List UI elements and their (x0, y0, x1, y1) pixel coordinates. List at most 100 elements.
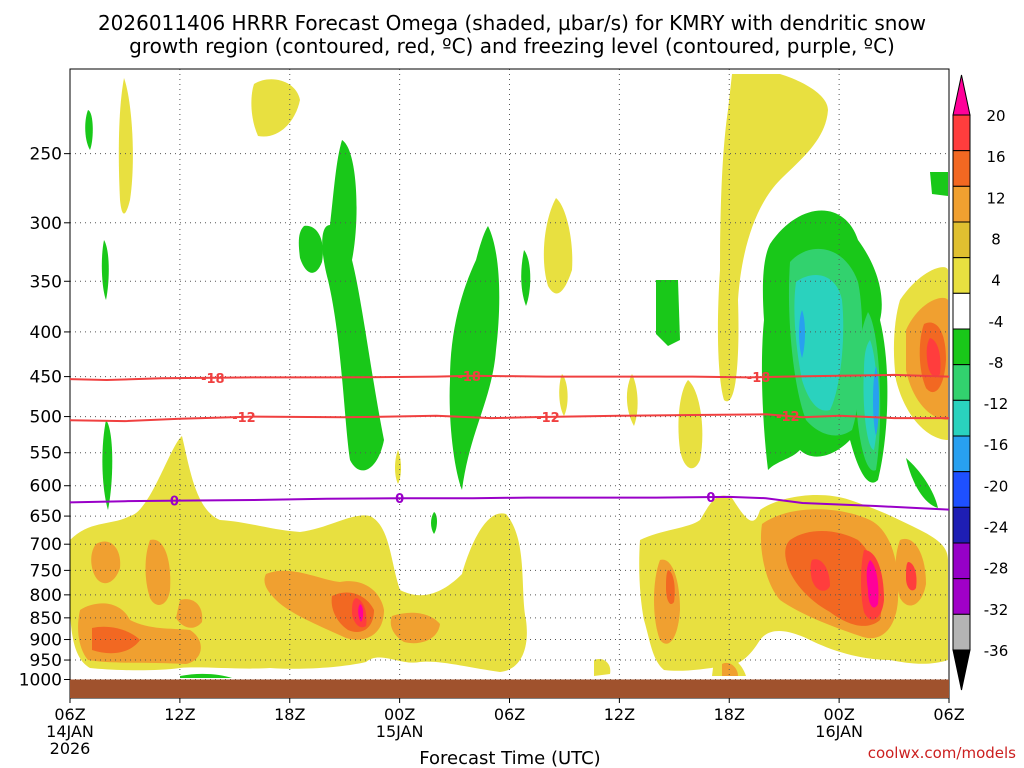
y-tick-label: 700 (30, 535, 62, 555)
y-tick-label: 900 (30, 631, 62, 651)
colorbar: 20 16 12 8 4 -4 -8 -12 -16 -20 -24 -28 -32 -36 (952, 74, 1009, 691)
credit-text: coolwx.com/models (868, 744, 1016, 762)
x-date-label: 16JAN (815, 722, 863, 741)
colorbar-label: 8 (991, 230, 1001, 248)
omega-region (810, 559, 830, 591)
chart-title-line1: 2026011406 HRRR Forecast Omega (shaded, … (98, 11, 926, 35)
y-tick-label: 300 (30, 214, 62, 234)
x-tick-label: 06Z (54, 705, 85, 724)
colorbar-bottom-arrow (952, 649, 971, 691)
colorbar-top-arrow (952, 74, 971, 116)
colorbar-label: 16 (986, 148, 1005, 166)
omega-region (799, 310, 805, 358)
x-tick-label: 00Z (823, 705, 854, 724)
omega-region (101, 240, 109, 300)
dgz-minus18-label: -18 (201, 372, 225, 387)
x-tick-label: 06Z (933, 705, 964, 724)
omega-region (906, 562, 917, 591)
omega-region (449, 226, 500, 490)
x-tick-label: 18Z (714, 705, 745, 724)
omega-region (594, 658, 611, 676)
dgz-minus12-label: -12 (232, 411, 256, 426)
x-tick-label: 12Z (164, 705, 195, 724)
colorbar-label: -20 (984, 477, 1009, 495)
colorbar-label: -16 (984, 436, 1009, 454)
omega-region (102, 420, 113, 510)
colorbar-label: -36 (984, 642, 1009, 660)
y-tick-label: 800 (30, 586, 62, 606)
y-tick-label: 500 (30, 408, 62, 428)
colorbar-box (952, 435, 971, 473)
colorbar-box (952, 506, 971, 544)
x-axis-label: Forecast Time (UTC) (419, 748, 600, 768)
y-tick-label: 350 (30, 272, 62, 292)
x-year-label: 2026 (50, 739, 91, 758)
y-axis-ticks: 2503003504004505005506006507007508008509… (19, 145, 70, 690)
omega-region (722, 662, 738, 676)
omega-region (176, 599, 203, 628)
y-tick-label: 750 (30, 561, 62, 581)
omega-region (521, 250, 531, 306)
omega-region (926, 338, 941, 377)
chart-title-line2: growth region (contoured, red, ºC) and f… (129, 34, 895, 58)
dgz-minus12-line (69, 413, 949, 423)
omega-region (866, 560, 879, 608)
x-date-label: 14JAN (46, 722, 94, 741)
omega-region (118, 78, 133, 214)
colorbar-label: -4 (989, 313, 1004, 331)
colorbar-box (952, 114, 971, 152)
omega-region (656, 280, 680, 346)
colorbar-box (952, 471, 971, 508)
y-tick-label: 550 (30, 444, 62, 464)
y-tick-label: 450 (30, 368, 62, 388)
omega-region (906, 458, 938, 508)
freezing-level-label: 0 (706, 491, 715, 506)
omega-region (395, 450, 401, 484)
freezing-level-label: 0 (395, 492, 404, 507)
y-tick-label: 650 (30, 507, 62, 527)
omega-region (559, 374, 568, 416)
colorbar-box (952, 542, 971, 580)
colorbar-box (952, 364, 971, 401)
contour-layer: -18 -18 -18 -12 -12 -12 0 0 0 (69, 370, 950, 511)
omega-region (930, 172, 948, 196)
y-tick-label: 600 (30, 477, 62, 497)
omega-region (543, 198, 573, 294)
omega-region (85, 110, 93, 150)
omega-region (358, 604, 364, 622)
colorbar-label: -24 (984, 519, 1009, 537)
colorbar-label: -32 (984, 601, 1009, 619)
colorbar-box (952, 578, 971, 615)
colorbar-box (952, 613, 971, 651)
dgz-minus12-label: -12 (536, 411, 560, 426)
omega-region (717, 74, 828, 402)
colorbar-box (952, 257, 971, 294)
omega-region (678, 380, 703, 469)
omega-region (251, 79, 300, 137)
colorbar-label: -28 (984, 560, 1009, 578)
omega-region (322, 140, 384, 471)
y-tick-label: 400 (30, 323, 62, 343)
colorbar-box (952, 185, 971, 223)
colorbar-label: -12 (984, 395, 1009, 413)
colorbar-label: 4 (991, 272, 1001, 290)
omega-region (666, 570, 675, 605)
omega-region (298, 225, 323, 273)
omega-region (91, 541, 121, 584)
colorbar-label: -8 (989, 354, 1004, 372)
colorbar-label: 20 (986, 107, 1005, 125)
colorbar-label: 12 (986, 189, 1005, 207)
x-date-label: 15JAN (376, 722, 424, 741)
omega-region (785, 530, 882, 626)
colorbar-box (952, 292, 971, 330)
colorbar-box (952, 328, 971, 366)
omega-region (390, 612, 440, 644)
dgz-minus18-line (69, 373, 950, 382)
dgz-minus12-label: -12 (776, 410, 800, 425)
y-tick-label: 950 (30, 651, 62, 671)
y-tick-label: 1000 (19, 670, 62, 690)
y-tick-label: 250 (30, 145, 62, 165)
omega-region (145, 539, 171, 605)
